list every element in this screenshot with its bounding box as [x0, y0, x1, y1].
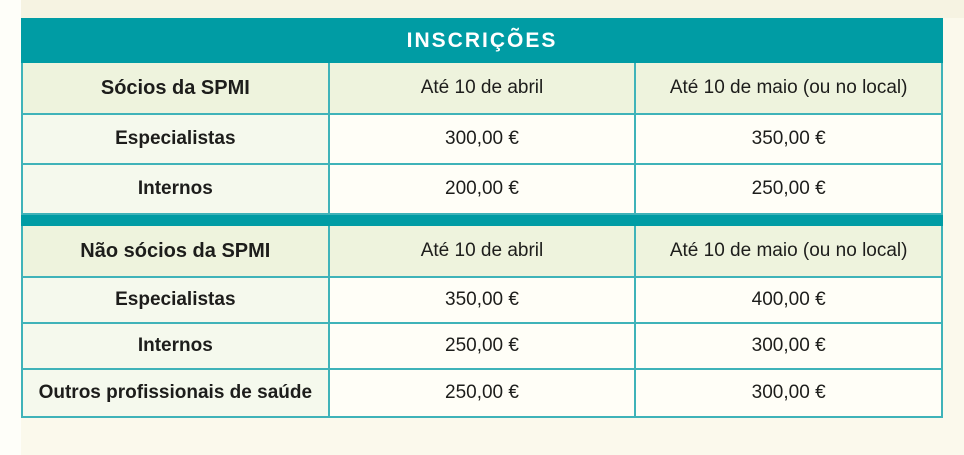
price-cell: 350,00 € [327, 276, 637, 324]
table-row: Internos 250,00 € 300,00 € [21, 322, 943, 370]
price-cell: 250,00 € [634, 163, 943, 215]
row-label-cell: Internos [21, 322, 330, 370]
row-label-cell: Internos [21, 163, 330, 215]
section-separator-bar [21, 213, 943, 226]
price-cell: 350,00 € [634, 113, 943, 165]
price-cell: 250,00 € [327, 368, 637, 418]
section1-header-row: Sócios da SPMI Até 10 de abril Até 10 de… [21, 61, 943, 115]
registration-pricing-table: INSCRIÇÕES Sócios da SPMI Até 10 de abri… [21, 18, 943, 418]
price-cell: 300,00 € [327, 113, 637, 165]
section2-header-row: Não sócios da SPMI Até 10 de abril Até 1… [21, 224, 943, 278]
row-label-cell: Outros profissionais de saúde [21, 368, 330, 418]
table-row: Especialistas 350,00 € 400,00 € [21, 276, 943, 324]
section2-deadline1-header: Até 10 de abril [327, 224, 637, 278]
table-row: Especialistas 300,00 € 350,00 € [21, 113, 943, 165]
section1-deadline2-header: Até 10 de maio (ou no local) [634, 61, 943, 115]
table-row: Outros profissionais de saúde 250,00 € 3… [21, 368, 943, 418]
price-cell: 300,00 € [634, 368, 943, 418]
price-cell: 200,00 € [327, 163, 637, 215]
top-margin [21, 0, 964, 18]
price-cell: 300,00 € [634, 322, 943, 370]
section2-name-cell: Não sócios da SPMI [21, 224, 330, 278]
left-margin [0, 0, 21, 455]
row-label-cell: Especialistas [21, 276, 330, 324]
table-title-row: INSCRIÇÕES [21, 18, 943, 63]
price-cell: 250,00 € [327, 322, 637, 370]
section2-deadline2-header: Até 10 de maio (ou no local) [634, 224, 943, 278]
table-row: Internos 200,00 € 250,00 € [21, 163, 943, 215]
section1-deadline1-header: Até 10 de abril [327, 61, 637, 115]
table-title: INSCRIÇÕES [21, 18, 943, 63]
row-label-cell: Especialistas [21, 113, 330, 165]
price-cell: 400,00 € [634, 276, 943, 324]
section1-name-cell: Sócios da SPMI [21, 61, 330, 115]
